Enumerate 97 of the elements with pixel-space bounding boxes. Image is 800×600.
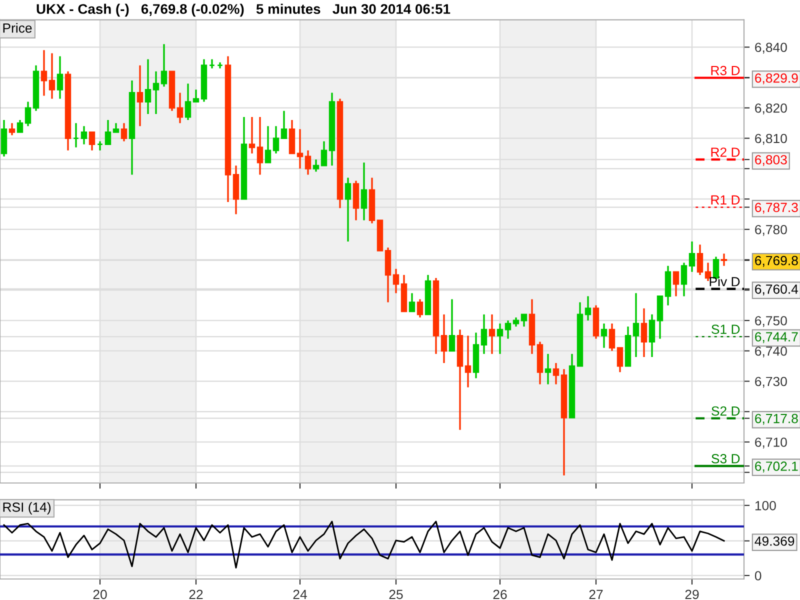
x-tick-label: 22 bbox=[189, 590, 203, 599]
candlestick bbox=[312, 158, 320, 173]
candlestick bbox=[488, 314, 496, 355]
candlestick bbox=[296, 128, 304, 170]
x-tick-label: 26 bbox=[493, 590, 507, 600]
candlestick bbox=[448, 298, 456, 352]
y-tick-label: 49.369 bbox=[754, 536, 794, 546]
candlestick bbox=[152, 70, 160, 115]
y-tick-label: 6,702.1 bbox=[755, 462, 798, 472]
candlestick bbox=[208, 58, 216, 70]
candlestick bbox=[112, 122, 120, 134]
candlestick bbox=[512, 316, 520, 328]
ref-line-label: R2 D bbox=[711, 148, 740, 157]
y-tick-label: 6,787.3 bbox=[755, 202, 798, 214]
candlestick bbox=[720, 252, 728, 267]
candlestick bbox=[320, 140, 328, 166]
candlestick bbox=[16, 119, 24, 134]
candlestick bbox=[104, 119, 112, 146]
candlestick bbox=[704, 262, 712, 282]
candlestick bbox=[480, 314, 488, 355]
y-tick-label: 6,760.4 bbox=[755, 284, 798, 296]
x-tick-label: 29 bbox=[685, 590, 699, 600]
y-tick-label: 6,710 bbox=[755, 438, 787, 448]
candlestick bbox=[40, 49, 48, 97]
candlestick bbox=[216, 61, 224, 70]
y-tick-label: 0 bbox=[754, 571, 762, 580]
candlestick bbox=[680, 262, 688, 298]
candlestick bbox=[640, 308, 648, 358]
candlestick bbox=[80, 125, 88, 146]
candlestick bbox=[464, 334, 472, 388]
candlestick bbox=[160, 43, 168, 88]
candlestick bbox=[616, 347, 624, 373]
y-tick-label: 6,717.8 bbox=[755, 414, 798, 425]
candlestick bbox=[672, 271, 680, 298]
candlestick bbox=[256, 116, 264, 176]
chart-title: UKX - Cash (-) 6,769.8 (-0.02%) 5 minutes Jun 30 2014 06:51 bbox=[36, 4, 450, 17]
candlestick bbox=[48, 52, 56, 100]
candlestick bbox=[688, 240, 696, 273]
y-tick-label: 6,820 bbox=[755, 103, 787, 114]
x-tick-label: 24 bbox=[293, 590, 307, 599]
ref-line-label: Piv D bbox=[710, 276, 740, 286]
candlestick bbox=[648, 314, 656, 358]
y-tick-label: 6,803 bbox=[755, 155, 787, 166]
candlestick bbox=[24, 100, 32, 127]
candlestick bbox=[56, 55, 64, 100]
candlestick bbox=[344, 176, 352, 242]
candlestick bbox=[608, 322, 616, 352]
candlestick bbox=[496, 322, 504, 355]
candlestick bbox=[544, 353, 552, 386]
y-tick-label: 6,740 bbox=[755, 346, 787, 358]
candlestick bbox=[248, 116, 256, 154]
candlestick bbox=[176, 92, 184, 124]
candlestick bbox=[584, 295, 592, 322]
ref-line-label: R1 D bbox=[711, 195, 740, 204]
chart-subtitle: Price bbox=[3, 23, 32, 33]
x-tick-label: 20 bbox=[93, 590, 107, 600]
candlestick bbox=[696, 244, 704, 276]
candlestick bbox=[304, 150, 312, 176]
y-tick-label: 6,810 bbox=[755, 134, 787, 145]
ref-line-label: R3 D bbox=[711, 66, 740, 76]
candlestick bbox=[416, 298, 424, 318]
candlestick bbox=[192, 88, 200, 103]
candlestick bbox=[600, 322, 608, 349]
y-tick-label: 6,730 bbox=[755, 376, 787, 388]
x-tick-label: 27 bbox=[589, 590, 603, 599]
candlestick bbox=[520, 314, 528, 328]
candlestick bbox=[360, 162, 368, 222]
x-tick-label: 25 bbox=[389, 590, 403, 600]
candlestick bbox=[392, 268, 400, 294]
y-tick-label: 6,840 bbox=[755, 42, 787, 54]
candlestick bbox=[144, 58, 152, 115]
candlestick bbox=[632, 292, 640, 358]
y-tick-label: 6,829.9 bbox=[755, 73, 798, 84]
line-series bbox=[3, 520, 725, 569]
candlestick bbox=[272, 125, 280, 154]
candlestick bbox=[8, 122, 16, 136]
candlestick bbox=[280, 110, 288, 140]
y-tick-label: 6,769.8 bbox=[755, 256, 798, 267]
candlestick bbox=[88, 131, 96, 152]
ref-line-label: S3 D bbox=[712, 454, 740, 464]
ref-line-label: S2 D bbox=[712, 406, 740, 416]
candlestick bbox=[552, 362, 560, 386]
candlestick bbox=[120, 122, 128, 142]
y-tick-label: 6,750 bbox=[755, 316, 787, 327]
y-tick-label: 6,744.7 bbox=[755, 332, 798, 344]
chart-title: RSI (14) bbox=[3, 502, 51, 514]
candlestick bbox=[440, 314, 448, 364]
candlestick bbox=[504, 320, 512, 340]
candlestick bbox=[96, 140, 104, 152]
y-tick-label: 100 bbox=[755, 500, 776, 510]
candlestick bbox=[264, 125, 272, 164]
ref-line-label: S1 D bbox=[712, 324, 740, 334]
candlestick bbox=[184, 82, 192, 121]
candlestick bbox=[136, 64, 144, 127]
candlestick bbox=[408, 292, 416, 312]
candlestick bbox=[72, 122, 80, 148]
y-tick-label: 6,780 bbox=[755, 224, 787, 236]
